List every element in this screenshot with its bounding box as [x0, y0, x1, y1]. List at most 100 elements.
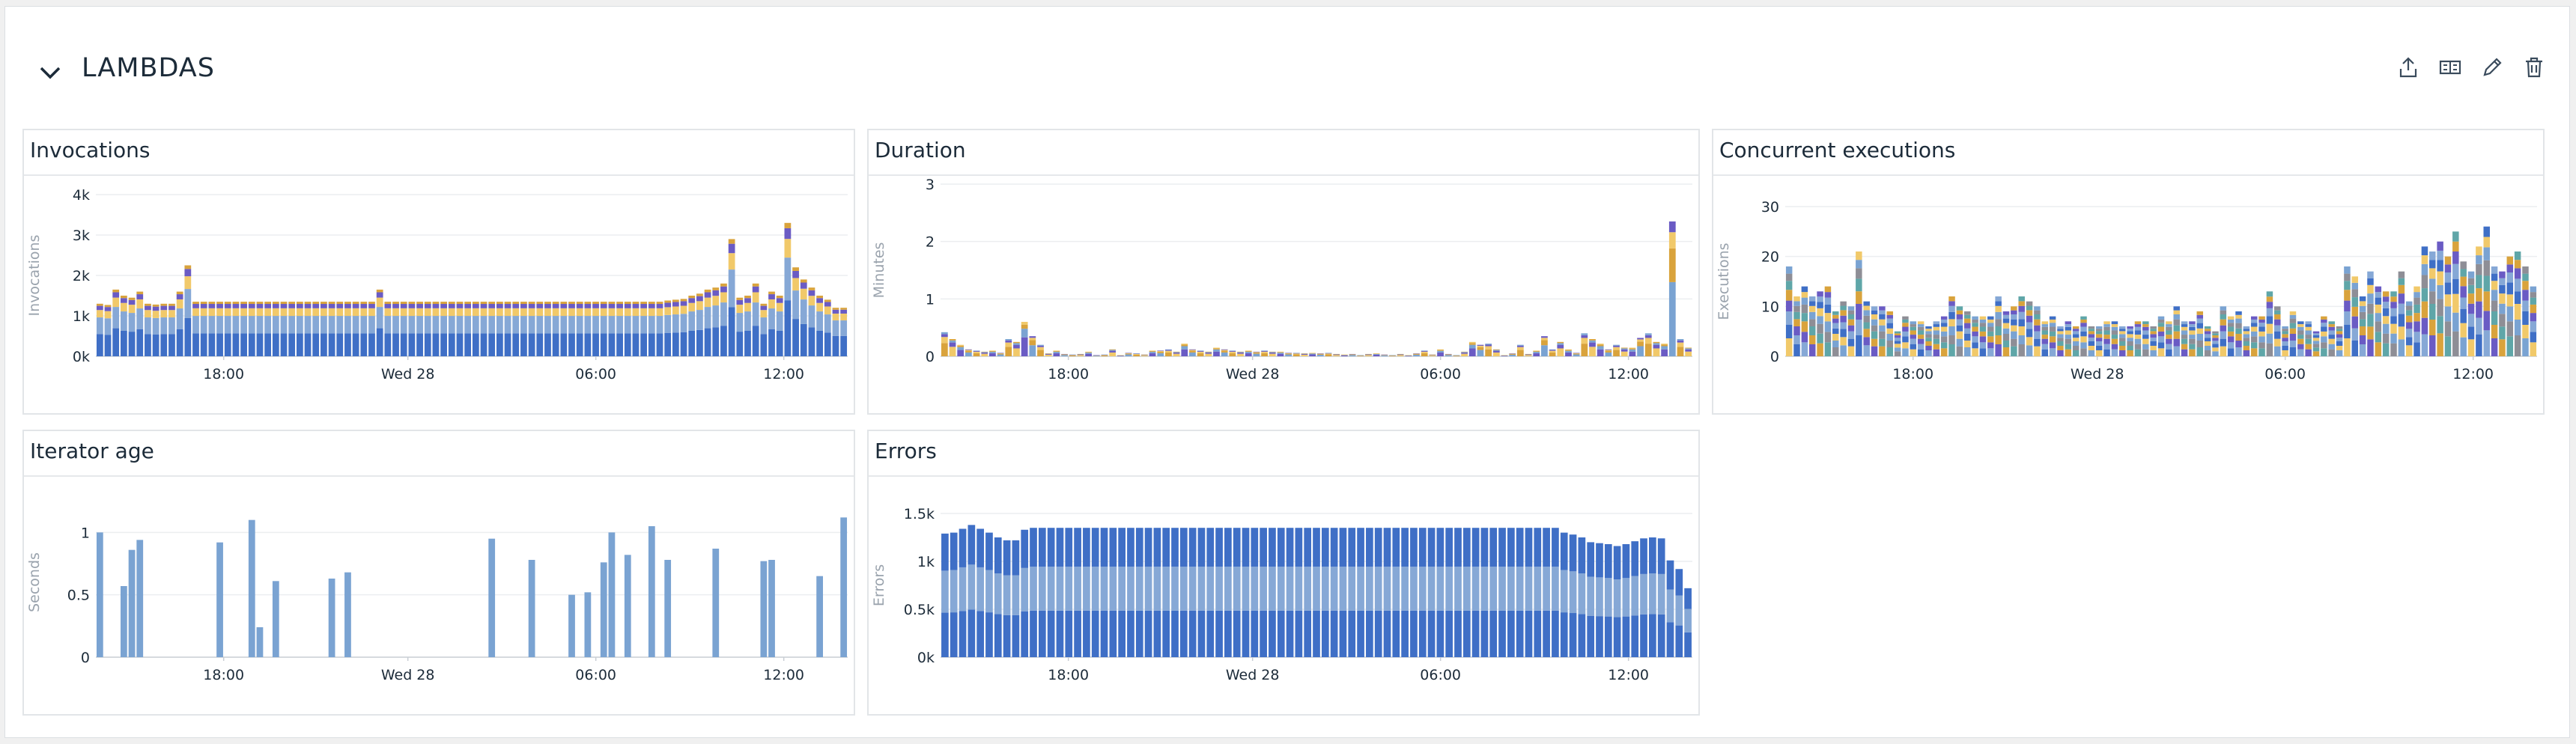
bar-segment — [704, 297, 711, 308]
bar-segment — [1560, 570, 1568, 613]
bar-segment — [1516, 347, 1524, 350]
bar-segment — [2018, 305, 2025, 312]
bar-segment — [2274, 310, 2281, 314]
bar-segment — [440, 302, 447, 305]
bar-segment — [344, 308, 351, 317]
bar-segment — [520, 333, 527, 356]
widget-concurrent[interactable]: Concurrent executions 0 10 20 30 Executions 18… — [1712, 129, 2545, 415]
bar-segment — [2266, 323, 2273, 334]
bar-segment — [2282, 331, 2288, 335]
bar-segment — [2321, 326, 2327, 332]
bar-segment — [1987, 326, 1994, 332]
bar-segment — [1056, 528, 1064, 567]
bar-segment — [2026, 329, 2033, 338]
bar-segment — [1793, 319, 1800, 326]
bar-segment — [2258, 319, 2265, 323]
bar-segment — [232, 308, 240, 317]
bar-segment — [712, 327, 720, 356]
bar-segment — [2336, 338, 2343, 341]
bar-segment — [2134, 326, 2142, 331]
bar-segment — [752, 326, 759, 356]
bar-segment — [776, 298, 783, 303]
bar-segment — [1863, 305, 1870, 311]
bar-segment — [712, 287, 720, 290]
trash-icon[interactable] — [2520, 53, 2548, 82]
bar-segment — [2274, 314, 2281, 320]
widget-invocations[interactable]: Invocations 0k 1k 2k 3k 4k Invocations 18:00 Wed… — [22, 129, 855, 415]
bar-segment — [2142, 330, 2149, 335]
bar-segment — [2204, 331, 2211, 335]
bar-segment — [2274, 325, 2281, 332]
bar-segment — [2328, 330, 2335, 335]
bar-segment — [2119, 331, 2126, 335]
bar-segment — [488, 302, 496, 305]
bar-segment — [1374, 610, 1382, 657]
bar-segment — [1902, 336, 1909, 343]
bar-segment — [1206, 567, 1215, 611]
bar-segment — [240, 333, 247, 356]
bar-segment — [256, 308, 264, 317]
widget-iterator[interactable]: Iterator age 0 0.5 1 Seconds 18:00 Wed 28 06:00… — [22, 430, 855, 716]
bar-segment — [2437, 260, 2443, 272]
bar-segment — [2204, 334, 2211, 338]
bar-segment — [280, 302, 288, 305]
bar-segment — [2359, 301, 2366, 306]
bar-segment — [1261, 351, 1268, 353]
bar-segment — [728, 307, 735, 356]
bar-segment — [200, 308, 207, 317]
bar-segment — [336, 333, 344, 356]
bar-segment — [688, 311, 696, 331]
widget-duration[interactable]: Duration 0 1 2 3 Minutes 18:00 Wed 28 06:00 12:00 — [867, 129, 1700, 415]
bar-segment — [1629, 347, 1636, 349]
bar-segment — [2530, 304, 2537, 314]
bar-segment — [1785, 290, 1793, 301]
export-icon[interactable] — [2394, 53, 2422, 82]
bar-segment — [2289, 314, 2297, 319]
bar-segment — [321, 308, 327, 317]
bar-segment — [824, 302, 831, 307]
bar-segment — [1162, 567, 1170, 611]
bar-segment — [1133, 354, 1140, 356]
bar-segment — [184, 276, 192, 290]
bar-segment — [1301, 353, 1308, 355]
bar-segment — [208, 316, 216, 334]
bar-segment — [2111, 324, 2118, 327]
bar-segment — [2088, 329, 2095, 332]
chevron-down-icon[interactable] — [35, 58, 65, 88]
edit-icon[interactable] — [2478, 53, 2506, 82]
bar-segment — [2405, 305, 2413, 311]
bar-segment — [1581, 333, 1588, 335]
bar-segment — [2127, 329, 2133, 332]
bar-segment — [432, 302, 440, 305]
bar-segment — [128, 332, 136, 356]
layout-icon[interactable] — [2436, 53, 2464, 82]
bar-segment — [1461, 353, 1468, 354]
bar-segment — [2057, 338, 2064, 341]
bar-segment — [2390, 333, 2397, 344]
bar-segment — [344, 304, 351, 308]
bar-segment — [1933, 321, 1940, 325]
bar-segment — [2452, 278, 2459, 294]
bar-segment — [1321, 610, 1329, 657]
bar-segment — [2072, 331, 2080, 335]
bar-segment — [2405, 310, 2413, 316]
bar-segment — [2405, 315, 2413, 323]
bar-segment — [1644, 335, 1652, 338]
bar-segment — [464, 308, 472, 317]
bar-segment — [1620, 351, 1628, 356]
bar-segment — [528, 316, 535, 334]
bar-segment — [2476, 255, 2482, 264]
bar-segment — [2057, 334, 2064, 338]
widget-errors[interactable]: Errors 0k 0.5k 1k 1.5k Errors 18:00 Wed 28 06:00… — [867, 430, 1700, 716]
bar-segment — [1242, 610, 1250, 657]
bar-segment — [2429, 260, 2436, 269]
bar-segment — [1389, 355, 1396, 356]
bar-segment — [2414, 342, 2420, 356]
bar-segment — [2289, 323, 2297, 329]
bar-segment — [1886, 323, 1893, 329]
